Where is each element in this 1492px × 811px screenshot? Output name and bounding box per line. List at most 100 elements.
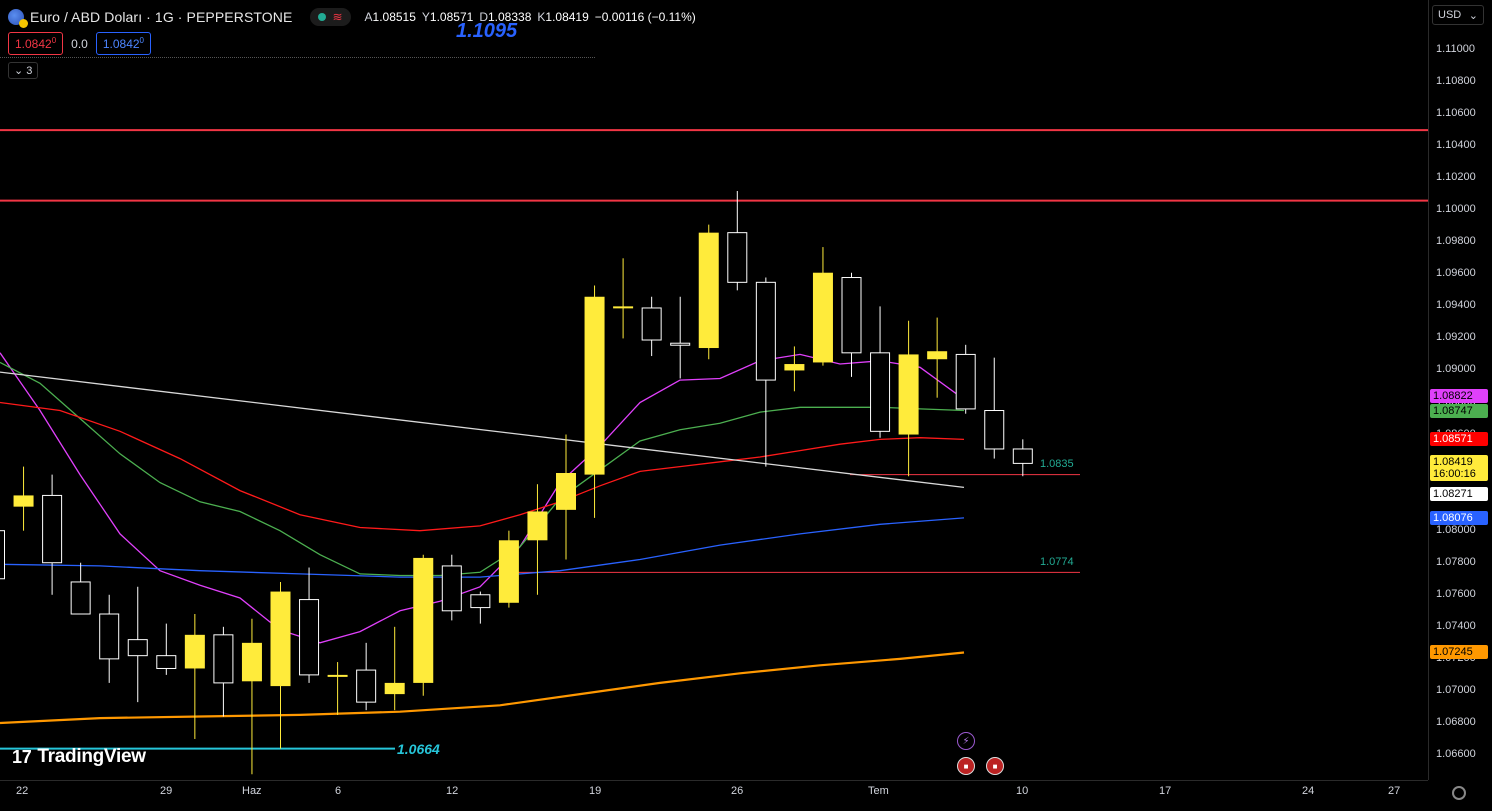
- tv-logo-icon: 17: [12, 746, 32, 767]
- trade-buttons: 1.08420 0.0 1.08420: [8, 32, 151, 55]
- candle-body-up: [498, 540, 519, 603]
- candle-body-up: [327, 674, 348, 677]
- candle-body-up: [13, 495, 34, 507]
- candle-body-down: [156, 655, 177, 669]
- buy-button[interactable]: 1.08420: [95, 32, 151, 55]
- candle-body-up: [613, 306, 634, 309]
- candle-body-up: [384, 682, 405, 695]
- candle-body-down: [755, 281, 776, 381]
- price-axis-label: 1.10800: [1436, 75, 1476, 88]
- candle-body-up: [184, 634, 205, 669]
- time-axis-label: 17: [1159, 785, 1172, 797]
- price-tag: 1.08271: [1430, 487, 1488, 501]
- candle-body-up: [527, 511, 548, 541]
- flash-event-icon[interactable]: ⚡: [957, 732, 975, 750]
- ohlc-value: 1.08515: [372, 10, 416, 24]
- time-axis-label: 22: [16, 785, 29, 797]
- currency-select[interactable]: USD ⌄: [1432, 5, 1484, 25]
- candle-body-down: [70, 581, 91, 615]
- indicators-toggle[interactable]: ⌄ 3: [8, 62, 39, 79]
- ma-line-magenta: [0, 352, 965, 644]
- candle-body-up: [698, 232, 719, 349]
- time-axis-label: 6: [335, 785, 342, 797]
- market-open-dot-icon: [318, 13, 327, 21]
- price-axis-label: 1.09000: [1436, 363, 1476, 376]
- candle-body-down: [99, 613, 120, 660]
- ohlc-item: Y1.08571: [422, 10, 473, 24]
- price-axis-label: 1.11000: [1436, 43, 1475, 55]
- ma-line-blue: [0, 517, 965, 578]
- candle-body-down: [641, 307, 662, 341]
- ohlc-item: A1.08515: [365, 10, 416, 24]
- ohlc-value: 1.08571: [429, 10, 474, 24]
- level-label: 1.0664: [397, 741, 440, 757]
- ohlc-item: K1.08419: [537, 10, 588, 24]
- time-axis-label: 29: [160, 785, 173, 797]
- price-tag: 1.07245: [1430, 645, 1488, 659]
- price-axis-label: 1.09800: [1436, 235, 1476, 248]
- symbol-header: Euro / ABD Doları · 1G · PEPPERSTONE ≋ A…: [8, 6, 696, 28]
- candle-body-down: [441, 565, 462, 612]
- price-tag: 1.08747: [1430, 404, 1488, 418]
- time-axis[interactable]: [0, 780, 1428, 811]
- price-axis-label: 1.06800: [1436, 715, 1476, 728]
- level-label: 1.0835: [1040, 458, 1074, 470]
- chevron-down-icon: ⌄: [14, 65, 24, 77]
- price-chart[interactable]: [0, 0, 1428, 780]
- candle-body-down: [127, 639, 148, 657]
- candle-body-down: [42, 494, 63, 564]
- ma-line-red: [0, 401, 965, 532]
- time-axis-label: 12: [446, 785, 459, 797]
- ohlc-label: K: [537, 10, 546, 24]
- candle-body-down: [213, 634, 234, 684]
- candle-body-down: [670, 342, 691, 346]
- candle-body-up: [898, 354, 919, 435]
- price-axis-label: 1.10000: [1436, 203, 1476, 216]
- time-axis-label: 26: [731, 785, 744, 797]
- ohlc-item: −0.00116 (−0.11%): [595, 10, 696, 24]
- ma-line-white-trend: [0, 371, 965, 489]
- tradingview-logo[interactable]: 17 TradingView: [12, 746, 146, 767]
- dotted-separator: [0, 57, 595, 58]
- time-axis-label: 27: [1388, 785, 1401, 797]
- candle-body-up: [413, 557, 434, 683]
- candle-body-up: [584, 296, 605, 475]
- candle-body-down: [870, 352, 891, 432]
- level-annotation: 1.1095: [456, 20, 518, 42]
- price-tag: 1.08571: [1430, 432, 1488, 446]
- sell-button[interactable]: 1.08420: [8, 32, 64, 55]
- time-axis-label: 24: [1302, 785, 1315, 797]
- price-axis-label: 1.08000: [1436, 523, 1476, 536]
- symbol-title[interactable]: Euro / ABD Doları · 1G · PEPPERSTONE: [30, 9, 293, 25]
- price-axis-label: 1.07400: [1436, 619, 1476, 632]
- ohlc-value: 1.08419: [545, 10, 589, 24]
- price-axis-label: 1.10200: [1436, 171, 1476, 184]
- price-tag: 1.08419 16:00:16: [1430, 455, 1488, 481]
- price-tag: 1.08822: [1430, 389, 1488, 403]
- spread-value: 0.0: [71, 36, 88, 51]
- chevron-down-icon: ⌄: [1468, 9, 1478, 22]
- candle-body-up: [241, 642, 262, 682]
- price-axis-label: 1.07800: [1436, 555, 1476, 568]
- ohlc-label: Y: [421, 10, 430, 24]
- us-flag-event-icon[interactable]: ■: [986, 757, 1004, 775]
- candle-body-down: [727, 232, 748, 283]
- time-axis-label: Haz: [242, 785, 262, 797]
- ohlc-value: 1.08338: [487, 10, 532, 24]
- time-axis-label: Tem: [868, 785, 889, 797]
- candle-body-up: [927, 351, 948, 360]
- candle-body-down: [0, 530, 5, 580]
- candle-body-down: [470, 594, 491, 609]
- ma-line-orange: [0, 651, 965, 725]
- wave-icon: ≋: [332, 10, 343, 24]
- market-status-pill[interactable]: ≋: [310, 8, 351, 26]
- candle-body-down: [1012, 448, 1033, 464]
- gear-icon[interactable]: [1452, 786, 1466, 800]
- time-axis-label: 19: [589, 785, 602, 797]
- candle-body-down: [984, 410, 1005, 450]
- price-tag: 1.08076: [1430, 511, 1488, 525]
- ohlc-label: A: [364, 10, 373, 24]
- candle-body-down: [955, 353, 976, 410]
- us-flag-event-icon[interactable]: ■: [957, 757, 975, 775]
- symbol-logo-icon: [8, 9, 28, 28]
